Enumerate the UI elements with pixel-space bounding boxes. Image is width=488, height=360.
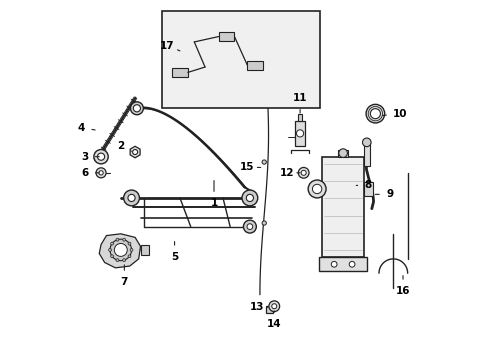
Circle shape	[128, 255, 131, 258]
Circle shape	[128, 194, 135, 202]
Circle shape	[97, 153, 104, 160]
Circle shape	[110, 242, 113, 245]
Bar	[265, 306, 273, 314]
Text: 17: 17	[160, 41, 180, 51]
Text: 4: 4	[78, 123, 95, 133]
Circle shape	[262, 160, 266, 164]
Bar	[322, 157, 363, 257]
Circle shape	[108, 248, 111, 251]
Circle shape	[243, 220, 256, 233]
Circle shape	[242, 190, 257, 206]
Text: 13: 13	[249, 302, 267, 312]
Circle shape	[128, 242, 131, 245]
Text: 16: 16	[395, 276, 409, 296]
Polygon shape	[99, 234, 140, 268]
Text: 1: 1	[210, 181, 217, 208]
Circle shape	[110, 255, 113, 258]
Polygon shape	[130, 146, 140, 158]
Circle shape	[94, 155, 101, 162]
Circle shape	[132, 149, 137, 154]
Bar	[363, 182, 372, 196]
Text: 7: 7	[121, 265, 128, 287]
Circle shape	[301, 170, 305, 175]
Circle shape	[94, 149, 108, 164]
Text: 3: 3	[81, 152, 99, 162]
Circle shape	[362, 138, 370, 147]
Text: 9: 9	[375, 189, 392, 199]
Circle shape	[130, 248, 133, 251]
Bar	[140, 244, 149, 255]
Text: 10: 10	[382, 109, 407, 119]
Text: 5: 5	[171, 242, 178, 262]
Circle shape	[122, 238, 125, 241]
Circle shape	[298, 167, 308, 178]
Circle shape	[366, 104, 384, 123]
Bar	[318, 257, 366, 271]
Text: 8: 8	[356, 180, 371, 190]
Circle shape	[330, 261, 336, 267]
Circle shape	[262, 221, 266, 225]
Circle shape	[116, 259, 119, 262]
Bar	[337, 149, 348, 157]
Circle shape	[110, 239, 131, 261]
Text: 15: 15	[240, 162, 260, 172]
Bar	[172, 68, 187, 77]
Circle shape	[268, 301, 279, 312]
Text: 12: 12	[279, 168, 300, 178]
Circle shape	[338, 149, 346, 157]
Circle shape	[246, 194, 253, 202]
Text: 14: 14	[266, 311, 281, 329]
Circle shape	[262, 99, 266, 103]
Circle shape	[116, 238, 119, 241]
Circle shape	[114, 243, 127, 256]
Circle shape	[296, 130, 303, 137]
Circle shape	[261, 51, 266, 57]
Bar	[162, 12, 319, 108]
Circle shape	[246, 224, 252, 229]
Text: 11: 11	[292, 93, 306, 113]
Bar	[298, 114, 301, 121]
Bar	[247, 61, 263, 69]
Text: 2: 2	[117, 141, 131, 151]
Circle shape	[348, 261, 354, 267]
Circle shape	[123, 190, 139, 206]
Circle shape	[122, 259, 125, 262]
Circle shape	[307, 180, 325, 198]
Circle shape	[369, 109, 380, 119]
Circle shape	[130, 102, 143, 115]
Circle shape	[133, 105, 140, 112]
Text: 6: 6	[81, 168, 99, 178]
Bar	[363, 142, 369, 166]
Circle shape	[312, 184, 321, 194]
Circle shape	[99, 171, 103, 175]
Bar	[294, 121, 305, 146]
Circle shape	[271, 304, 276, 309]
Bar	[218, 32, 234, 41]
Circle shape	[96, 168, 106, 178]
